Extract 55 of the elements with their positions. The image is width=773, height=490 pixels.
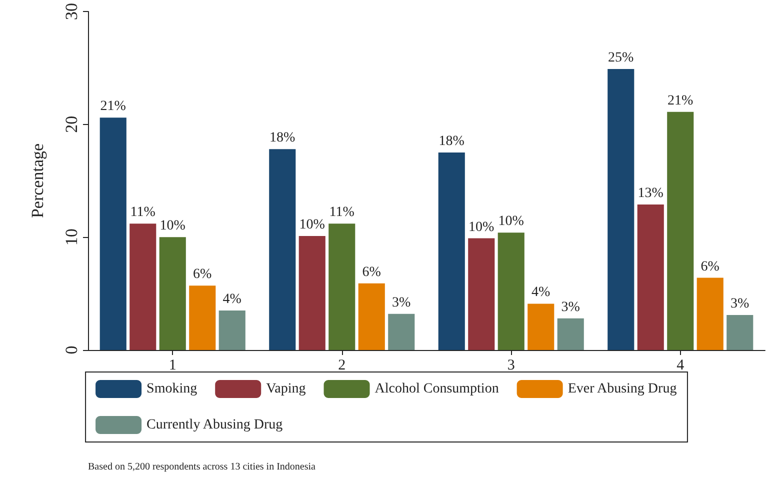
bar — [438, 152, 465, 350]
bar — [100, 118, 126, 350]
bar — [557, 318, 584, 350]
bar — [358, 283, 385, 350]
data-label: 10% — [498, 214, 524, 230]
y-axis-title: Percentage — [28, 143, 47, 218]
data-label: 6% — [362, 264, 382, 280]
bar — [608, 69, 634, 350]
legend-label: Ever Abusing Drug — [568, 382, 677, 396]
data-label: 13% — [638, 186, 664, 201]
y-tick-label: 20 — [62, 116, 81, 133]
bar — [667, 112, 694, 350]
data-label: 3% — [392, 295, 412, 310]
data-label: 6% — [193, 267, 212, 282]
bar — [498, 232, 524, 350]
bar — [218, 310, 246, 350]
y-tick-label: 0 — [62, 346, 81, 354]
x-tick-label: 4 — [676, 358, 685, 374]
data-label: 4% — [222, 292, 242, 308]
x-tick-label: 2 — [338, 358, 346, 374]
text: Based on 5,200 respondents across 13 cities in Indonesia — [88, 462, 316, 472]
data-label: 11% — [130, 205, 156, 220]
bar — [130, 224, 156, 350]
data-label: 21% — [100, 99, 126, 114]
x-tick-label: 1 — [168, 358, 176, 374]
bar — [328, 224, 356, 350]
data-label: 10% — [299, 218, 326, 233]
bar — [159, 237, 186, 350]
bar — [637, 204, 664, 350]
data-label: 18% — [270, 130, 296, 146]
data-label: 10% — [160, 218, 186, 234]
y-tick-label: 30 — [62, 3, 81, 20]
data-label: 21% — [668, 93, 694, 108]
bar — [388, 314, 415, 350]
data-label: 10% — [468, 220, 495, 235]
bar — [468, 238, 495, 350]
data-label: 6% — [700, 259, 720, 274]
data-label: 11% — [329, 205, 355, 220]
legend-label: Alcohol Consumption — [374, 382, 499, 396]
bar — [696, 278, 724, 350]
bar — [298, 236, 326, 350]
bar — [528, 304, 554, 350]
data-label: 18% — [438, 134, 465, 150]
bar — [189, 286, 216, 350]
y-tick-label: 10 — [62, 228, 81, 246]
data-label: 3% — [561, 300, 580, 315]
bar — [269, 149, 296, 350]
data-label: 3% — [730, 296, 750, 312]
legend-label: Smoking — [146, 382, 198, 396]
legend-label: Currently Abusing Drug — [146, 418, 283, 432]
data-label: 25% — [608, 50, 634, 66]
legend-label: Vaping — [266, 382, 306, 396]
data-label: 4% — [532, 285, 551, 300]
bar — [726, 315, 754, 350]
x-tick-label: 3 — [507, 358, 515, 374]
